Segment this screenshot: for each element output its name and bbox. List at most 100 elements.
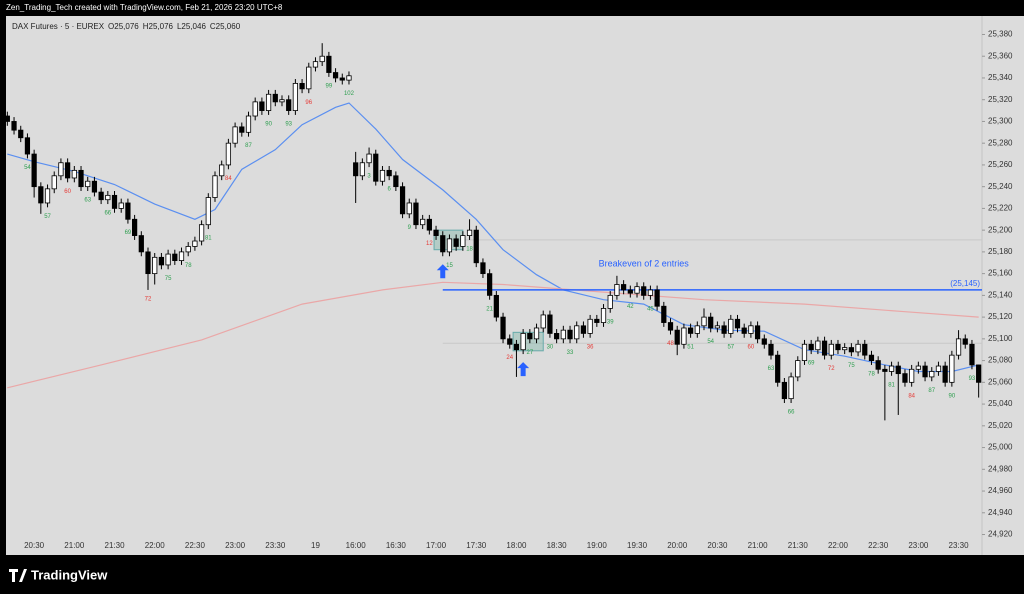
candle-body	[232, 126, 238, 144]
x-tick-label: 22:00	[145, 541, 166, 550]
candle-body	[882, 368, 888, 372]
bar-count: 57	[727, 344, 734, 350]
y-tick-label: 25,040	[988, 399, 1013, 408]
candle-body	[58, 162, 64, 177]
candle-body	[18, 129, 24, 139]
candle-body	[453, 238, 459, 247]
candle-body	[165, 253, 171, 266]
candle-body	[65, 162, 71, 179]
candle-body	[98, 191, 104, 201]
bar-count: 66	[788, 410, 795, 416]
candle-body	[922, 365, 928, 378]
candle-body	[279, 99, 285, 103]
candle-body	[842, 347, 848, 351]
candle-body	[373, 153, 379, 182]
x-tick-label: 23:30	[949, 541, 970, 550]
candle-body	[38, 186, 44, 204]
ohlc-low: L25,046	[177, 22, 206, 31]
bar-count: 30	[547, 344, 554, 350]
candle-body	[815, 340, 821, 351]
bar-count: 78	[185, 263, 192, 269]
candle-body	[319, 55, 325, 63]
y-tick-label: 25,280	[988, 138, 1013, 147]
y-tick-label: 25,100	[988, 334, 1013, 343]
y-tick-label: 25,060	[988, 377, 1013, 386]
candle-body	[473, 229, 479, 264]
candle-body	[621, 284, 627, 291]
candle-body	[513, 343, 520, 351]
candle-body	[4, 115, 10, 122]
candle-body	[487, 273, 493, 296]
candle-body	[78, 169, 84, 188]
bar-count: 18	[466, 247, 473, 253]
candle-body	[493, 294, 499, 318]
candle-body	[178, 251, 185, 261]
x-tick-label: 19	[311, 541, 320, 550]
candle-body	[198, 224, 205, 242]
candle-body	[480, 262, 486, 275]
y-tick-label: 24,920	[988, 530, 1013, 539]
logo: TradingView	[9, 567, 108, 582]
candle-body	[138, 235, 144, 253]
candle-body	[500, 316, 506, 340]
candle-body	[554, 333, 560, 340]
candle-body	[353, 162, 359, 177]
bar-count: 54	[24, 165, 31, 171]
candle-body	[734, 318, 741, 329]
candle-body	[399, 186, 406, 215]
candle-body	[728, 318, 734, 334]
candle-body	[694, 325, 700, 334]
bar-count: 60	[748, 344, 755, 350]
bar-count: 102	[344, 91, 355, 97]
entry-arrow	[517, 362, 530, 377]
candle-body	[929, 371, 935, 378]
candle-body	[105, 194, 111, 201]
bar-count: 81	[205, 236, 212, 242]
candle-body	[969, 343, 975, 366]
bar-count: 99	[326, 83, 333, 89]
candle-body	[781, 381, 787, 400]
candle-body	[721, 325, 727, 334]
candle-body	[962, 338, 968, 345]
candle-body	[835, 343, 841, 351]
bar-count: 63	[84, 198, 91, 204]
symbol: DAX Futures · 5 · EUREX	[12, 22, 105, 31]
plot: 25,380 25,360 25,340 25,320 25,300 25,280 25,2…	[4, 30, 1013, 550]
candle-body	[935, 365, 942, 372]
candle-body	[111, 194, 118, 209]
y-tick-label: 25,080	[988, 356, 1013, 365]
x-tick-label: 23:00	[225, 541, 246, 550]
bar-count: 24	[506, 355, 513, 361]
y-tick-label: 25,180	[988, 247, 1013, 256]
x-tick-label: 20:30	[707, 541, 728, 550]
bar-count: 87	[245, 143, 252, 149]
candle-body	[754, 325, 761, 340]
bar-count: 78	[868, 372, 875, 378]
y-tick-label: 24,960	[988, 486, 1013, 495]
y-tick-label: 25,320	[988, 95, 1013, 104]
candle-body	[580, 325, 587, 334]
candle-body	[145, 251, 151, 275]
x-tick-label: 17:00	[426, 541, 447, 550]
candle-body	[286, 99, 292, 111]
bar-count: 51	[687, 344, 694, 350]
candle-body	[661, 305, 667, 323]
candle-body	[299, 82, 305, 90]
bar-count: 54	[707, 339, 714, 345]
y-tick-label: 25,000	[988, 443, 1013, 452]
candle-body	[239, 126, 245, 133]
candle-body	[44, 188, 51, 204]
y-tick-label: 25,140	[988, 290, 1013, 299]
candle-body	[560, 329, 566, 340]
candle-body	[748, 325, 754, 334]
bar-count: 63	[768, 366, 775, 372]
ohlc-high: H25,076	[143, 22, 174, 31]
candle-body	[701, 316, 707, 327]
candle-body	[761, 338, 767, 345]
candle-body	[567, 329, 573, 340]
x-tick-label: 18:30	[547, 541, 568, 550]
candle-body	[440, 235, 446, 253]
candle-body	[212, 175, 218, 198]
y-tick-label: 25,200	[988, 225, 1013, 234]
bar-count: 84	[225, 176, 232, 182]
